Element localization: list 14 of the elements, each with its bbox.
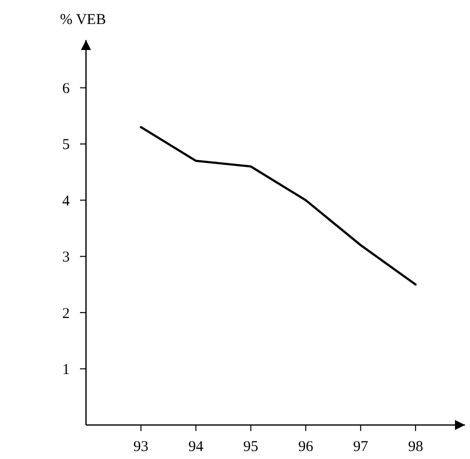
y-tick-label: 4 (62, 193, 70, 210)
y-tick-label: 6 (62, 81, 70, 98)
x-tick-label: 93 (133, 439, 148, 455)
y-tick-label: 3 (62, 250, 70, 266)
y-tick-label: 5 (62, 137, 70, 154)
x-tick-label: 95 (243, 439, 258, 455)
line-series (140, 126, 417, 286)
y-axis-title: % VEB (60, 12, 106, 28)
x-tick-label: 96 (298, 439, 314, 455)
y-tick-label: 2 (62, 306, 70, 322)
y-tick-label: 1 (62, 362, 70, 378)
x-tick-label: 98 (408, 439, 424, 455)
x-tick-label: 97 (353, 439, 369, 455)
x-tick-label: 94 (188, 439, 204, 455)
